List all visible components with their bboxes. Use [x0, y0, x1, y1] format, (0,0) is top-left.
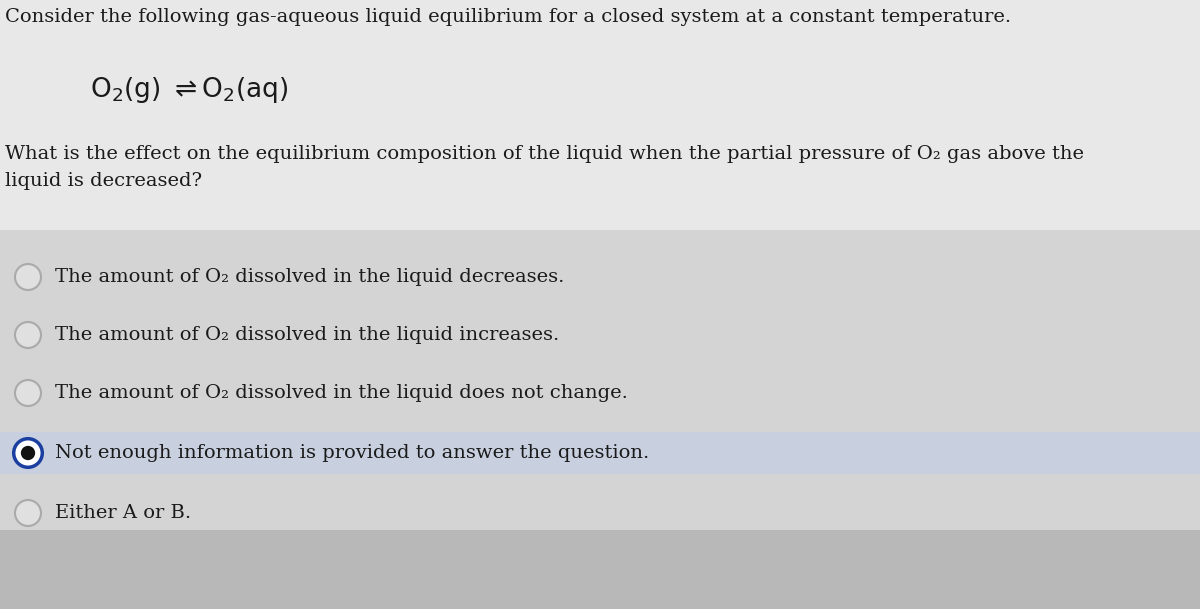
Bar — [0, 530, 1200, 609]
Text: $\mathrm{O_2(g)\ \rightleftharpoons O_2(aq)}$: $\mathrm{O_2(g)\ \rightleftharpoons O_2(… — [90, 75, 288, 105]
Text: The amount of O₂ dissolved in the liquid decreases.: The amount of O₂ dissolved in the liquid… — [55, 268, 564, 286]
Circle shape — [16, 322, 41, 348]
Circle shape — [16, 264, 41, 290]
Bar — [0, 432, 1200, 474]
Circle shape — [13, 438, 42, 467]
Bar — [0, 230, 1200, 530]
Text: Either A or B.: Either A or B. — [55, 504, 191, 522]
Circle shape — [20, 446, 35, 460]
Text: What is the effect on the equilibrium composition of the liquid when the partial: What is the effect on the equilibrium co… — [5, 145, 1084, 163]
Text: liquid is decreased?: liquid is decreased? — [5, 172, 202, 190]
Text: Consider the following gas-aqueous liquid equilibrium for a closed system at a c: Consider the following gas-aqueous liqui… — [5, 8, 1012, 26]
Text: Not enough information is provided to answer the question.: Not enough information is provided to an… — [55, 444, 649, 462]
Circle shape — [16, 380, 41, 406]
Circle shape — [16, 500, 41, 526]
Text: The amount of O₂ dissolved in the liquid increases.: The amount of O₂ dissolved in the liquid… — [55, 326, 559, 344]
Bar — [0, 0, 1200, 230]
Text: The amount of O₂ dissolved in the liquid does not change.: The amount of O₂ dissolved in the liquid… — [55, 384, 628, 402]
